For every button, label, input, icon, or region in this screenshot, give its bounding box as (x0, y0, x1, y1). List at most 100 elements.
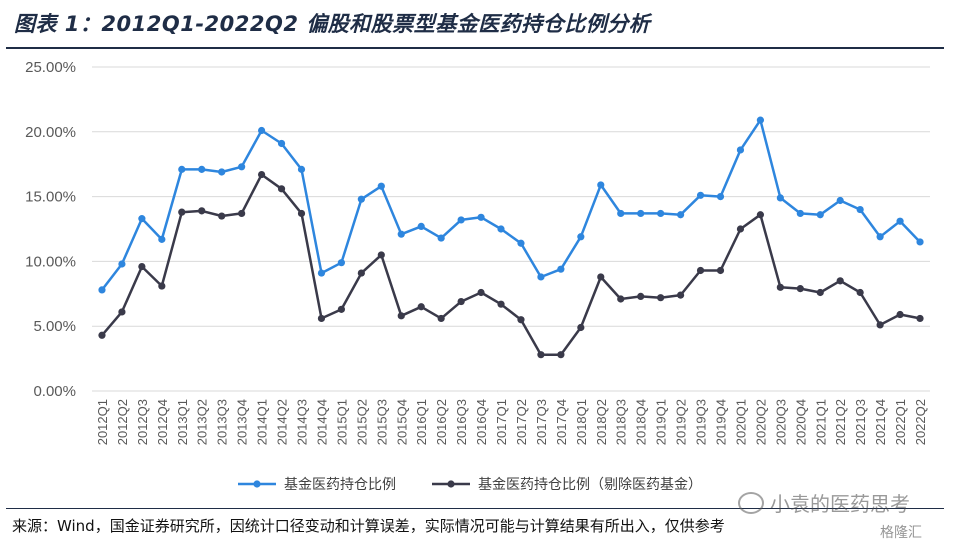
y-tick-label: 5.00% (33, 318, 76, 335)
x-tick-label: 2018Q3 (614, 399, 629, 445)
legend: 基金医药持仓比例 基金医药持仓比例（剔除医药基金） (238, 476, 702, 492)
y-tick-label: 25.00% (25, 59, 76, 76)
x-tick-label: 2012Q1 (95, 399, 110, 445)
x-tick-label: 2022Q1 (893, 399, 908, 445)
data-point (218, 168, 226, 176)
data-point (417, 222, 425, 231)
data-point (337, 259, 346, 267)
data-point (537, 351, 545, 359)
data-point (517, 239, 525, 247)
data-point (876, 321, 884, 329)
legend-marker (447, 480, 455, 488)
data-point (477, 213, 485, 221)
data-point (158, 235, 166, 243)
x-tick-label: 2012Q2 (115, 399, 130, 445)
x-tick-label: 2015Q4 (394, 399, 409, 445)
data-point (597, 181, 605, 189)
data-point (796, 285, 804, 293)
x-tick-label: 2019Q3 (694, 399, 709, 445)
data-point (98, 286, 106, 294)
footer-divider (6, 508, 944, 509)
x-tick-label: 2013Q2 (195, 399, 210, 445)
data-point (916, 314, 924, 323)
data-point (856, 288, 864, 297)
x-tick-label: 2021Q3 (853, 399, 868, 445)
legend-label: 基金医药持仓比例 (284, 476, 396, 492)
data-point (637, 292, 645, 300)
x-tick-label: 2018Q2 (594, 399, 609, 445)
data-point (377, 251, 385, 259)
series-lines (98, 116, 924, 359)
data-point (198, 165, 206, 173)
x-tick-label: 2020Q1 (733, 399, 748, 445)
x-tick-label: 2019Q2 (674, 399, 689, 445)
data-point (657, 209, 665, 218)
data-point (98, 331, 106, 339)
data-point (317, 269, 326, 277)
data-point (716, 266, 725, 275)
x-tick-label: 2014Q1 (255, 399, 270, 445)
x-tick-label: 2018Q1 (574, 399, 589, 445)
legend-label: 基金医药持仓比例（剔除医药基金） (478, 476, 702, 492)
series-line-2 (101, 173, 921, 356)
data-point (138, 262, 146, 271)
data-point (696, 191, 705, 199)
data-point (317, 314, 326, 323)
data-point (736, 146, 745, 154)
data-point (756, 116, 765, 124)
data-point (577, 233, 585, 241)
data-point (597, 273, 605, 281)
x-tick-label: 2014Q2 (275, 399, 290, 445)
watermark-text: 小袁的医药思考 (770, 492, 910, 516)
data-point (357, 195, 365, 203)
data-point (497, 300, 505, 308)
x-tick-label: 2012Q4 (155, 399, 170, 445)
data-point (257, 126, 266, 135)
x-tick-label: 2018Q4 (634, 399, 649, 445)
data-point (397, 230, 405, 238)
x-tick-label: 2013Q4 (235, 399, 250, 445)
data-point (457, 216, 465, 224)
data-point (577, 323, 585, 332)
x-tick-label: 2016Q3 (454, 399, 469, 445)
data-point (357, 269, 365, 277)
x-tick-label: 2014Q3 (295, 399, 310, 445)
data-point (257, 170, 266, 179)
x-tick-label: 2015Q2 (354, 399, 369, 445)
data-point (377, 182, 385, 190)
x-tick-label: 2017Q1 (494, 399, 509, 445)
data-point (397, 312, 405, 320)
data-point (896, 310, 904, 319)
data-point (238, 163, 246, 171)
data-point (178, 165, 186, 173)
data-point (836, 277, 844, 285)
data-point (118, 260, 126, 268)
y-tick-label: 10.00% (25, 253, 76, 270)
data-point (896, 217, 904, 225)
x-tick-label: 2021Q4 (873, 399, 888, 445)
data-point (297, 209, 306, 218)
x-tick-label: 2017Q2 (514, 399, 529, 445)
x-tick-label: 2017Q3 (534, 399, 549, 445)
data-point (238, 209, 246, 218)
y-tick-label: 15.00% (25, 189, 76, 206)
data-point (696, 266, 705, 275)
y-tick-label: 0.00% (33, 383, 76, 400)
y-axis-ticks: 0.00% 5.00% 10.00% 15.00% 20.00% 25.00% (25, 59, 76, 400)
data-point (916, 238, 924, 246)
data-point (816, 211, 824, 219)
gridlines (92, 66, 930, 392)
data-point (776, 194, 784, 202)
x-tick-label: 2021Q2 (833, 399, 848, 445)
data-point (158, 282, 166, 290)
data-point (497, 225, 505, 233)
y-tick-label: 20.00% (25, 124, 76, 141)
x-tick-label: 2012Q3 (135, 399, 150, 445)
data-point (297, 165, 306, 173)
series-line-1 (101, 118, 921, 291)
x-tick-label: 2020Q3 (773, 399, 788, 445)
watermark: 小袁的医药思考 (738, 488, 910, 517)
x-tick-label: 2014Q4 (314, 399, 329, 445)
x-tick-label: 2013Q1 (175, 399, 190, 445)
x-tick-label: 2016Q1 (414, 399, 429, 445)
